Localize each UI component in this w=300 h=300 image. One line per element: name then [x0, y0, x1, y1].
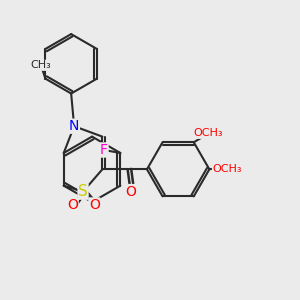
Text: O: O — [67, 198, 78, 212]
Text: F: F — [100, 143, 108, 157]
Text: O: O — [125, 184, 136, 199]
Text: CH₃: CH₃ — [31, 60, 51, 70]
Text: OCH₃: OCH₃ — [212, 164, 242, 174]
Text: OCH₃: OCH₃ — [194, 128, 224, 138]
Text: N: N — [69, 119, 79, 133]
Text: S: S — [78, 184, 88, 199]
Text: O: O — [89, 198, 100, 212]
